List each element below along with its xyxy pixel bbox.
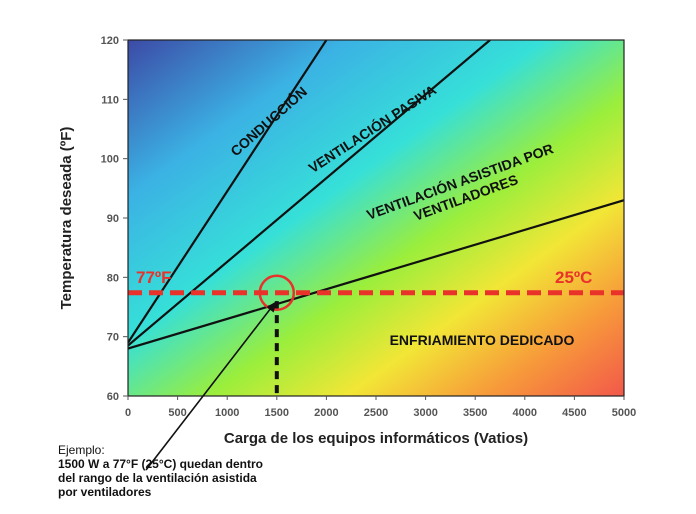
x-tick-label: 500 [168, 407, 186, 419]
x-axis-title: Carga de los equipos informáticos (Vatio… [224, 430, 528, 447]
boundary-pasiva-asistida [128, 40, 491, 347]
x-tick-label: 0 [125, 407, 131, 419]
y-tick-label: 60 [107, 391, 119, 403]
y-tick-label: 110 [101, 94, 119, 106]
y-tick-label: 80 [107, 272, 119, 284]
x-tick-label: 1500 [265, 407, 289, 419]
example-line-3: por ventiladores [58, 485, 152, 499]
y-axis: 60 70 80 90 100 110 120 [101, 35, 128, 403]
highlight-circle [258, 274, 296, 312]
x-tick-label: 2000 [314, 407, 338, 419]
annotation-arrow [145, 301, 277, 471]
x-axis: 0 500 1000 1500 2000 2500 3000 3500 4000 4500 5000 [125, 396, 636, 419]
reference-label-right: 25ºC [555, 268, 592, 287]
x-tick-label: 3000 [413, 407, 437, 419]
example-lead: Ejemplo: [58, 443, 105, 457]
y-tick-label: 90 [107, 213, 119, 225]
x-tick-label: 4500 [562, 407, 586, 419]
y-tick-label: 70 [107, 332, 119, 344]
y-axis-title: Temperatura deseada (ºF) [58, 127, 75, 310]
arrow-head [266, 301, 277, 313]
x-tick-label: 5000 [612, 407, 636, 419]
example-line-2: del rango de la ventilación asistida [58, 471, 257, 485]
x-tick-label: 1000 [215, 407, 239, 419]
example-line-1: 1500 W a 77°F (25°C) quedan dentro [58, 457, 263, 471]
region-label-dedicado: ENFRIAMIENTO DEDICADO [390, 332, 575, 348]
boundary-asistida-dedicado [128, 199, 624, 350]
arrow-shaft [145, 302, 276, 471]
y-tick-label: 120 [101, 35, 119, 47]
x-tick-label: 4000 [513, 407, 537, 419]
y-tick-label: 100 [101, 154, 119, 166]
example-annotation: Ejemplo: 1500 W a 77°F (25°C) quedan den… [58, 443, 318, 499]
x-tick-label: 3500 [463, 407, 487, 419]
reference-label-left: 77ºF [136, 268, 172, 287]
x-tick-label: 2500 [364, 407, 388, 419]
